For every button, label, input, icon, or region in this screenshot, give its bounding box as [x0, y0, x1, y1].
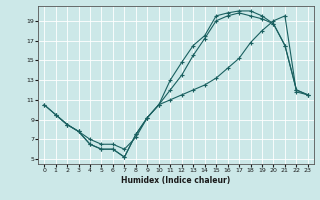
- X-axis label: Humidex (Indice chaleur): Humidex (Indice chaleur): [121, 176, 231, 185]
